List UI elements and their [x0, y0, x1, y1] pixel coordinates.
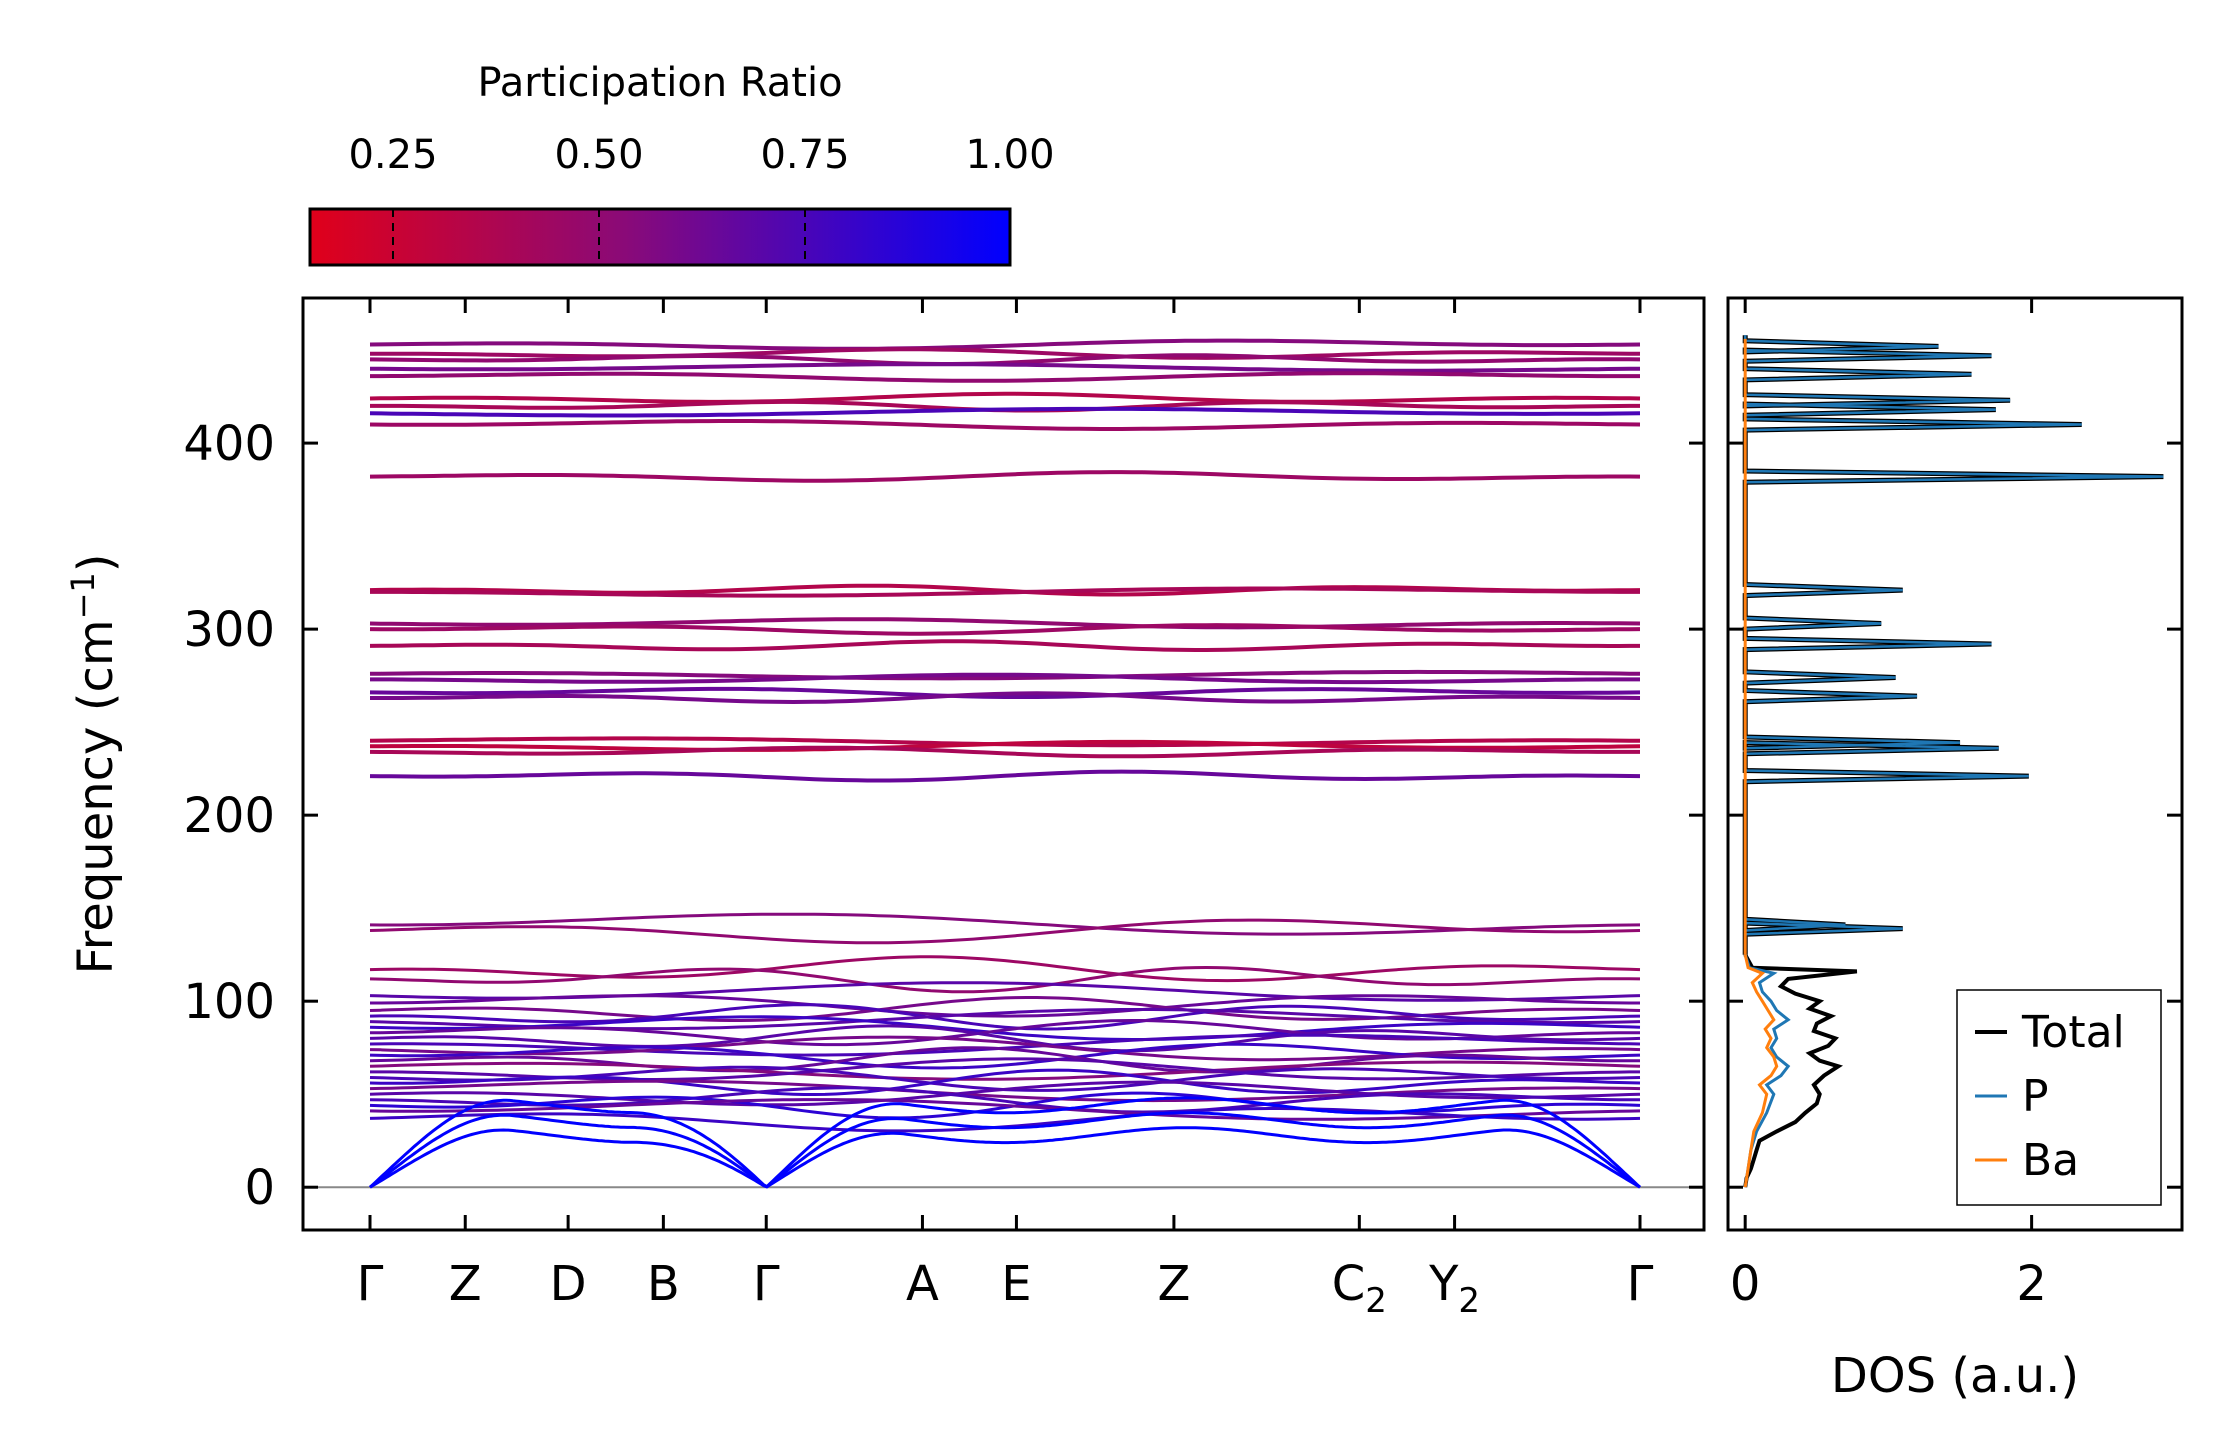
dos-p-low-curve [1743, 954, 1791, 1188]
y-tick-label: 400 [183, 416, 275, 472]
band-line [369, 406, 1641, 418]
dos-curves [1742, 335, 2164, 1188]
band-line [370, 691, 1641, 705]
y-axis-title: Frequency (cm−1) [64, 553, 124, 974]
y-tick-label: 200 [183, 788, 275, 844]
band-line [369, 391, 1641, 404]
band-line [370, 347, 1641, 360]
band-line [369, 1068, 1641, 1096]
band-line [369, 769, 1641, 783]
colorbar-ticks: 0.25 0.50 0.75 1.00 [348, 132, 1055, 265]
band-line [370, 371, 1640, 383]
dos-x-tick-label: 2 [2016, 1256, 2047, 1312]
y-tick-label: 100 [183, 974, 275, 1030]
band-line [369, 639, 1640, 652]
colorbar-tick-label: 0.25 [348, 132, 437, 178]
band-structure-panel: 0 100 200 300 400 Γ Z D B Γ A E Z C2 Y2 Γ Frequency (c… [64, 296, 1706, 1321]
band-line [369, 1035, 1641, 1062]
dos-total-low-curve [1743, 953, 1858, 1188]
dos-x-axis-title: DOS (a.u.) [1831, 1348, 2079, 1404]
acoustic-band-line [369, 1126, 1641, 1189]
k-point-label: Γ [753, 1256, 780, 1312]
y-tick-label: 300 [183, 602, 275, 658]
colorbar-tick-label: 0.75 [760, 132, 849, 178]
k-point-label: D [550, 1256, 587, 1312]
band-line [369, 623, 1641, 636]
band-line [369, 1091, 1641, 1120]
band-line [369, 419, 1641, 431]
y-axis-ticks: 0 100 200 300 400 [183, 416, 1704, 1216]
band-line [369, 1079, 1641, 1103]
colorbar-title: Participation Ratio [477, 60, 842, 106]
band-line [369, 1098, 1641, 1121]
dos-p-high-curve [1743, 335, 2164, 955]
band-line [370, 672, 1640, 685]
k-point-label: B [647, 1256, 680, 1312]
band-line [369, 1080, 1641, 1107]
band-line [369, 955, 1641, 983]
band-line [370, 994, 1640, 1018]
y-tick-label: 0 [244, 1160, 275, 1216]
band-line [369, 1015, 1641, 1041]
acoustic-band-line [368, 1096, 1642, 1189]
k-point-label: E [1001, 1256, 1031, 1312]
colorbar: Participation Ratio 0.25 0.50 0.75 1.00 [308, 60, 1055, 267]
k-point-label: Γ [1627, 1256, 1654, 1312]
band-line [369, 745, 1640, 759]
dos-y-ticks [1728, 441, 2182, 1189]
k-point-label: Z [449, 1256, 482, 1312]
band-line [369, 338, 1641, 351]
colorbar-tick-label: 1.00 [965, 132, 1054, 178]
legend-label-ba: Ba [2022, 1135, 2079, 1186]
band-line [369, 1024, 1641, 1053]
dos-ba-low-curve [1743, 954, 1779, 1188]
legend-label-total: Total [2021, 1007, 2125, 1058]
k-point-label: Z [1157, 1256, 1190, 1312]
acoustic-band-line [369, 1111, 1641, 1189]
band-line [369, 1086, 1640, 1114]
dos-x-tick-label: 0 [1730, 1256, 1761, 1312]
band-line [369, 918, 1641, 945]
x-axis-ticks: Γ Z D B Γ A E Z C2 Y2 Γ [357, 298, 1654, 1321]
colorbar-tick-label: 0.50 [554, 132, 643, 178]
band-line [369, 912, 1641, 936]
band-lines [303, 338, 1704, 1189]
band-line [369, 965, 1641, 994]
colorbar-gradient [308, 207, 1012, 267]
band-line [369, 669, 1641, 681]
band-line [369, 362, 1641, 373]
band-line [369, 1060, 1641, 1081]
k-point-label: Y2 [1428, 1256, 1480, 1321]
band-line [369, 1003, 1641, 1031]
band-line [369, 686, 1641, 699]
dos-axes-frame [1726, 296, 2184, 1232]
k-point-label: C2 [1332, 1256, 1387, 1321]
band-line [369, 470, 1641, 483]
legend: Total P Ba [1956, 989, 2162, 1206]
main-axes-frame [301, 296, 1706, 1232]
band-line [370, 586, 1640, 598]
band-line [369, 1046, 1641, 1074]
k-point-label: A [906, 1256, 939, 1312]
k-point-label: Γ [357, 1256, 384, 1312]
legend-label-p: P [2022, 1071, 2049, 1122]
band-line [369, 617, 1641, 630]
